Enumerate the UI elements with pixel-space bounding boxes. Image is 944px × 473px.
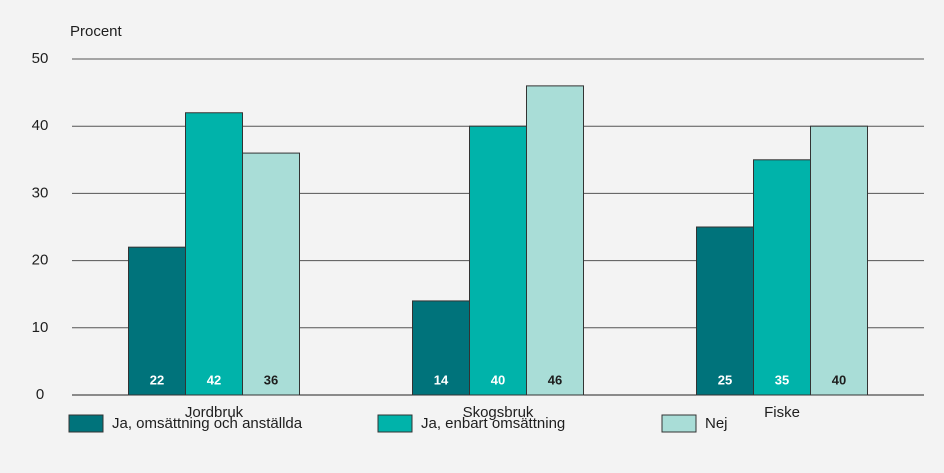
legend-label: Nej [705,415,728,432]
bar [696,226,754,396]
value-label: 42 [207,372,221,387]
value-label: 35 [775,372,789,387]
y-tick-label: 10 [32,319,49,336]
legend-swatch [661,414,697,433]
value-label: 22 [150,372,164,387]
value-label: 25 [718,372,732,387]
bar [753,159,811,396]
y-tick-label: 0 [36,386,44,403]
y-tick-label: 40 [32,117,49,134]
legend-label: Ja, enbart omsättning [421,415,565,432]
bar [128,246,186,396]
bar [526,85,584,396]
x-tick-label: Skogsbruk [463,404,534,421]
x-tick-label: Fiske [764,404,800,421]
legend-swatch [377,414,413,433]
value-label: 40 [491,372,505,387]
value-label: 36 [264,372,278,387]
bar [469,125,527,396]
value-label: 46 [548,372,562,387]
bar [242,152,300,396]
bar [810,125,868,396]
y-tick-label: 30 [32,184,49,201]
value-label: 14 [434,372,449,387]
legend-swatch [68,414,104,433]
y-tick-label: 20 [32,252,49,269]
y-axis-label: Procent [70,23,123,40]
x-tick-label: Jordbruk [185,404,244,421]
y-tick-label: 50 [32,50,49,67]
bar [185,112,243,396]
value-label: 40 [832,372,846,387]
legend-label: Ja, omsättning och anställda [112,415,303,432]
